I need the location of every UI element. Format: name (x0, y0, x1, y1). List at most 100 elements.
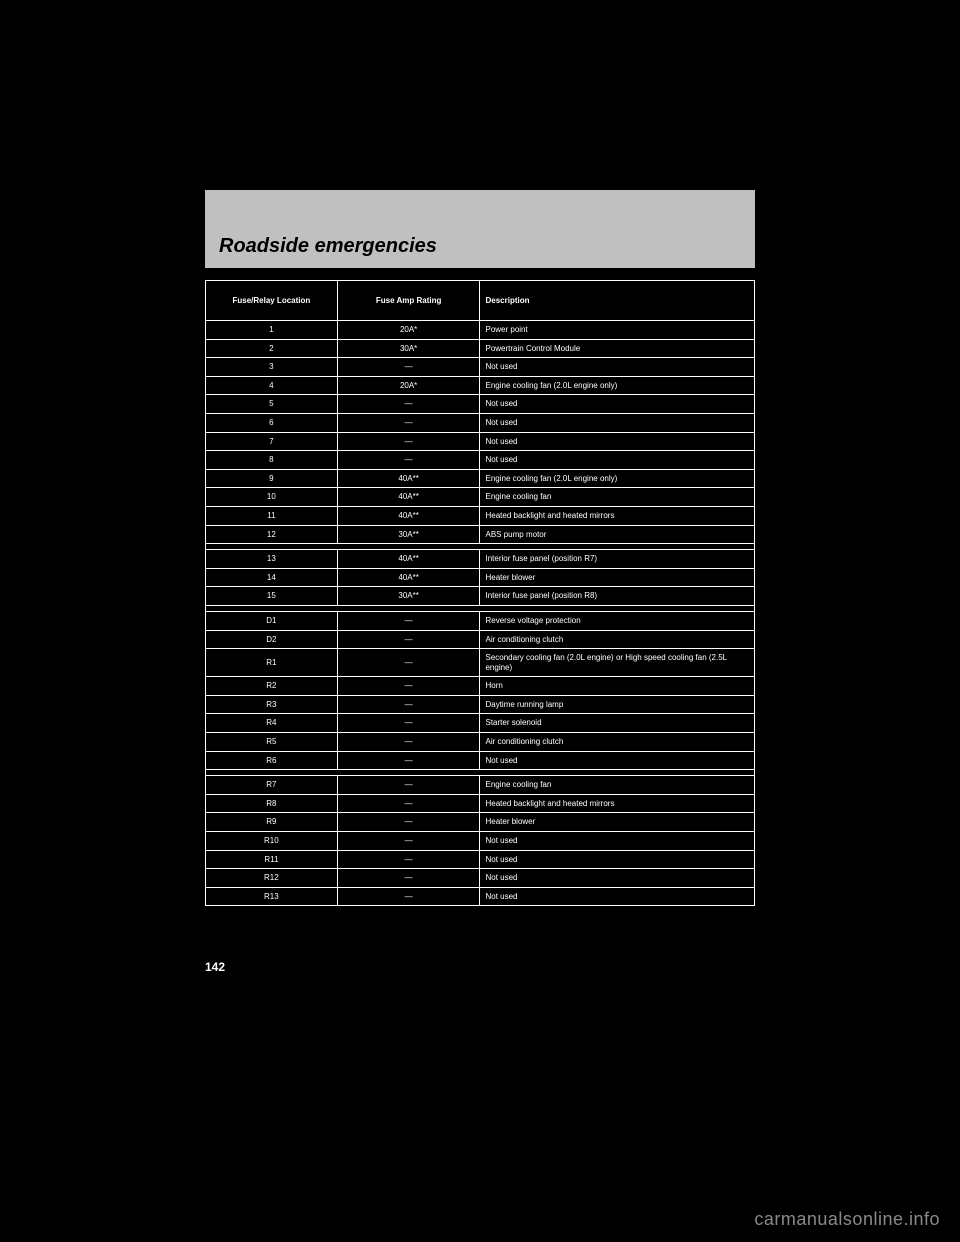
table-cell: — (337, 358, 480, 377)
table-row: R5—Air conditioning clutch (206, 733, 755, 752)
table-cell: R4 (206, 714, 338, 733)
table-cell: — (337, 630, 480, 649)
table-cell: D2 (206, 630, 338, 649)
table-cell: Powertrain Control Module (480, 339, 755, 358)
table-row: R2—Horn (206, 677, 755, 696)
table-cell: Not used (480, 869, 755, 888)
table-cell: Not used (480, 751, 755, 770)
table-row: R11—Not used (206, 850, 755, 869)
section-title: Roadside emergencies (219, 235, 437, 258)
table-cell: 10 (206, 488, 338, 507)
table-cell: — (337, 714, 480, 733)
table-cell: 7 (206, 432, 338, 451)
table-cell: — (337, 813, 480, 832)
table-row: R12—Not used (206, 869, 755, 888)
table-cell: Not used (480, 432, 755, 451)
table-cell: — (337, 751, 480, 770)
table-row: 120A*Power point (206, 321, 755, 340)
table-row: 1040A**Engine cooling fan (206, 488, 755, 507)
table-row: 5—Not used (206, 395, 755, 414)
table-cell: Not used (480, 832, 755, 851)
table-cell: R7 (206, 776, 338, 795)
fuse-table: Fuse/Relay LocationFuse Amp RatingDescri… (205, 280, 755, 906)
table-cell: R6 (206, 751, 338, 770)
watermark: carmanualsonline.info (754, 1209, 940, 1230)
table-cell: R11 (206, 850, 338, 869)
table-cell: — (337, 887, 480, 906)
table-row: 1530A**Interior fuse panel (position R8) (206, 587, 755, 606)
table-cell: 5 (206, 395, 338, 414)
table-cell: Engine cooling fan (480, 488, 755, 507)
table-cell: R3 (206, 695, 338, 714)
table-cell: 30A* (337, 339, 480, 358)
table-row: R10—Not used (206, 832, 755, 851)
table-row: R13—Not used (206, 887, 755, 906)
table-cell: R2 (206, 677, 338, 696)
table-cell: Daytime running lamp (480, 695, 755, 714)
table-cell: Heated backlight and heated mirrors (480, 506, 755, 525)
table-cell: 4 (206, 376, 338, 395)
table-cell: Not used (480, 358, 755, 377)
table-row: R4—Starter solenoid (206, 714, 755, 733)
table-row: 1140A**Heated backlight and heated mirro… (206, 506, 755, 525)
table-cell: — (337, 413, 480, 432)
table-cell: — (337, 677, 480, 696)
table-cell: 40A** (337, 568, 480, 587)
table-row: D2—Air conditioning clutch (206, 630, 755, 649)
column-header: Description (480, 281, 755, 321)
table-row: R8—Heated backlight and heated mirrors (206, 794, 755, 813)
table-row: R1—Secondary cooling fan (2.0L engine) o… (206, 649, 755, 677)
table-cell: — (337, 850, 480, 869)
table-cell: — (337, 649, 480, 677)
table-cell: 9 (206, 469, 338, 488)
table-cell: Engine cooling fan (2.0L engine only) (480, 469, 755, 488)
table-header-row: Fuse/Relay LocationFuse Amp RatingDescri… (206, 281, 755, 321)
table-cell: R12 (206, 869, 338, 888)
table-cell: Not used (480, 395, 755, 414)
table-cell: R5 (206, 733, 338, 752)
table-cell: ABS pump motor (480, 525, 755, 544)
table-cell: Not used (480, 887, 755, 906)
table-cell: R1 (206, 649, 338, 677)
table-cell: Not used (480, 413, 755, 432)
table-row: R7—Engine cooling fan (206, 776, 755, 795)
table-cell: 40A** (337, 506, 480, 525)
table-cell: 1 (206, 321, 338, 340)
table-cell: Reverse voltage protection (480, 611, 755, 630)
table-cell: Horn (480, 677, 755, 696)
table-cell: Power point (480, 321, 755, 340)
table-cell: — (337, 794, 480, 813)
table-cell: Engine cooling fan (480, 776, 755, 795)
table-cell: R10 (206, 832, 338, 851)
table-cell: 20A* (337, 376, 480, 395)
table-cell: — (337, 869, 480, 888)
table-row: R9—Heater blower (206, 813, 755, 832)
table-row: 6—Not used (206, 413, 755, 432)
table-cell: 11 (206, 506, 338, 525)
table-cell: Heater blower (480, 813, 755, 832)
table-cell: 15 (206, 587, 338, 606)
table-cell: Heater blower (480, 568, 755, 587)
table-cell: — (337, 611, 480, 630)
table-cell: — (337, 432, 480, 451)
table-cell: Secondary cooling fan (2.0L engine) or H… (480, 649, 755, 677)
table-cell: 14 (206, 568, 338, 587)
table-cell: 30A** (337, 525, 480, 544)
table-row: D1—Reverse voltage protection (206, 611, 755, 630)
table-row: 1440A**Heater blower (206, 568, 755, 587)
table-row: 1230A**ABS pump motor (206, 525, 755, 544)
table-cell: Interior fuse panel (position R7) (480, 550, 755, 569)
table-cell: R13 (206, 887, 338, 906)
table-cell: 2 (206, 339, 338, 358)
table-row: 420A*Engine cooling fan (2.0L engine onl… (206, 376, 755, 395)
table-cell: 12 (206, 525, 338, 544)
table-row: 7—Not used (206, 432, 755, 451)
section-header: Roadside emergencies (205, 190, 755, 268)
table-cell: R9 (206, 813, 338, 832)
table-row: 1340A**Interior fuse panel (position R7) (206, 550, 755, 569)
table-cell: Starter solenoid (480, 714, 755, 733)
table-cell: Air conditioning clutch (480, 733, 755, 752)
table-cell: Engine cooling fan (2.0L engine only) (480, 376, 755, 395)
table-cell: 20A* (337, 321, 480, 340)
table-cell: 40A** (337, 488, 480, 507)
